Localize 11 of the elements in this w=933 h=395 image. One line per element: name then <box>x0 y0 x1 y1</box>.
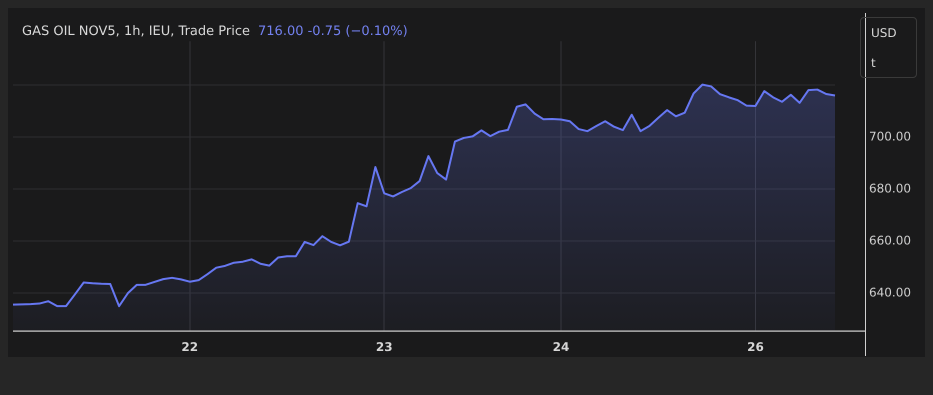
y-tick-label: 660.00 <box>869 233 911 248</box>
y-tick-label: 680.00 <box>869 181 911 196</box>
x-tick-label: 26 <box>747 340 764 354</box>
unit-selector: USD t <box>860 17 917 78</box>
y-tick-label: 700.00 <box>869 129 911 144</box>
x-tick-label: 24 <box>552 340 570 354</box>
x-tick-label: 23 <box>376 340 393 354</box>
chart-subtitle: 716.00 -0.75 (−0.10%) <box>258 24 408 39</box>
chart-title: GAS OIL NOV5, 1h, IEU, Trade Price <box>22 24 250 39</box>
x-tick-label: 22 <box>181 340 198 354</box>
y-tick-label: 640.00 <box>869 285 911 300</box>
